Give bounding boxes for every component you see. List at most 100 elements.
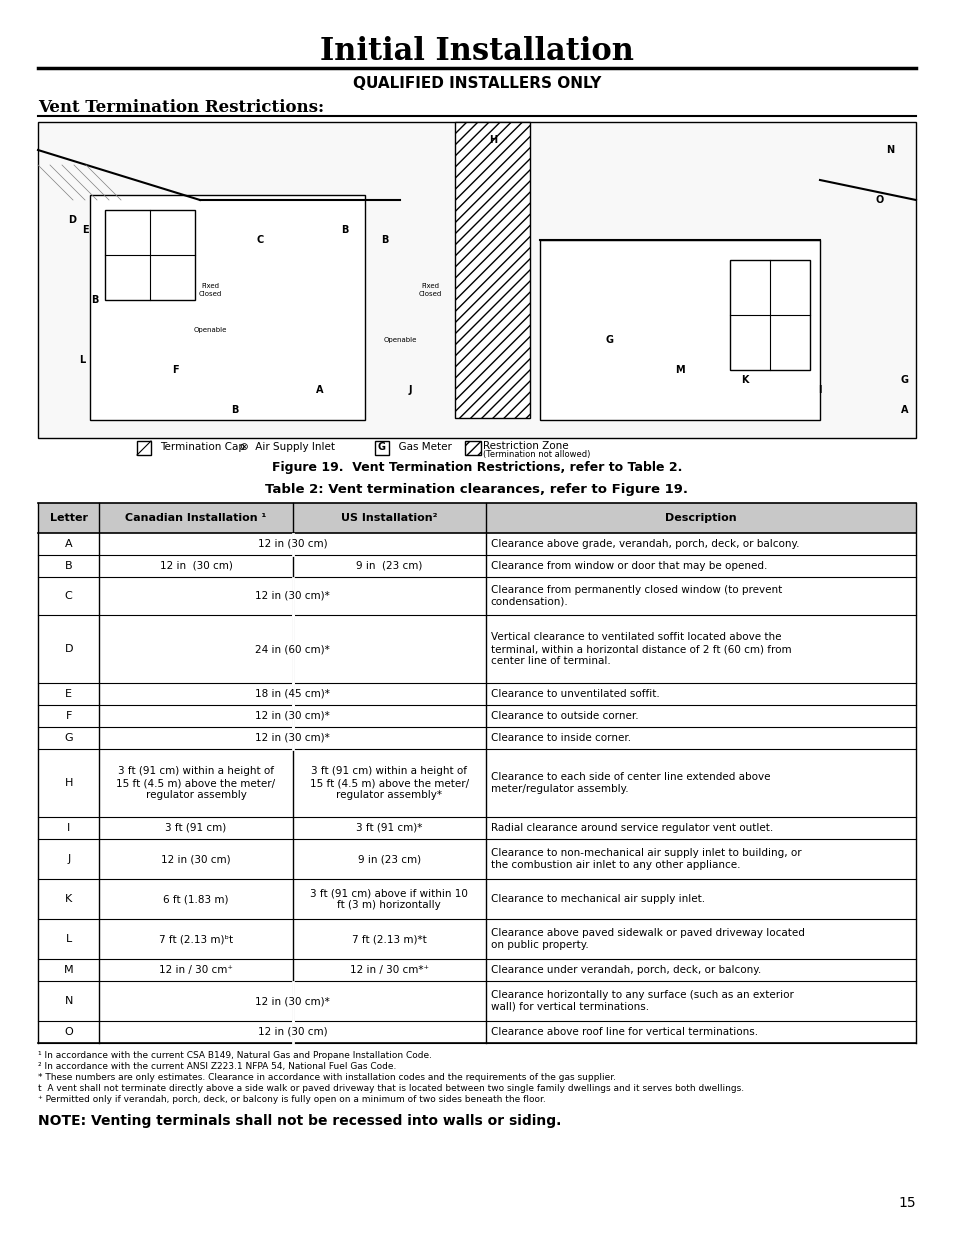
Text: B: B: [381, 235, 388, 245]
Text: 6 ft (1.83 m): 6 ft (1.83 m): [163, 894, 229, 904]
Bar: [38, 818, 915, 839]
Text: A: A: [65, 538, 72, 550]
Text: K: K: [65, 894, 72, 904]
Text: H: H: [65, 778, 72, 788]
Text: E: E: [65, 689, 72, 699]
Text: Restriction Zone: Restriction Zone: [482, 441, 568, 451]
Text: 12 in  (30 cm): 12 in (30 cm): [159, 561, 233, 571]
Bar: [38, 615, 915, 683]
Text: M: M: [675, 366, 684, 375]
Bar: [38, 122, 915, 438]
Bar: [729, 261, 809, 370]
Text: 18 in (45 cm)*: 18 in (45 cm)*: [254, 689, 330, 699]
Bar: [38, 727, 915, 748]
Text: 9 in (23 cm): 9 in (23 cm): [357, 853, 420, 864]
Text: C: C: [256, 235, 263, 245]
Bar: [105, 210, 194, 300]
Bar: [38, 683, 915, 705]
Text: B: B: [341, 225, 349, 235]
Text: 7 ft (2.13 m)*t: 7 ft (2.13 m)*t: [352, 934, 426, 944]
Text: Clearance above roof line for vertical terminations.: Clearance above roof line for vertical t…: [490, 1028, 757, 1037]
Bar: [38, 534, 915, 555]
Bar: [137, 441, 151, 454]
Bar: [38, 577, 915, 615]
Text: A: A: [315, 385, 323, 395]
Text: 7 ft (2.13 m)ᵇt: 7 ft (2.13 m)ᵇt: [159, 934, 233, 944]
Text: H: H: [489, 135, 497, 144]
Text: Description: Description: [664, 513, 736, 522]
Text: Fixed
Closed: Fixed Closed: [198, 284, 221, 296]
Text: 3 ft (91 cm)*: 3 ft (91 cm)*: [355, 823, 422, 832]
Text: N: N: [885, 144, 893, 156]
Text: O: O: [875, 195, 883, 205]
Text: L: L: [66, 934, 71, 944]
Text: Clearance to outside corner.: Clearance to outside corner.: [490, 711, 638, 721]
Text: B: B: [91, 295, 98, 305]
Text: 15: 15: [898, 1195, 915, 1210]
Text: ⁺ Permitted only if verandah, porch, deck, or balcony is fully open on a minimum: ⁺ Permitted only if verandah, porch, dec…: [38, 1095, 545, 1104]
Text: K: K: [740, 375, 748, 385]
Text: G: G: [65, 734, 73, 743]
Text: Clearance to inside corner.: Clearance to inside corner.: [490, 734, 630, 743]
Text: D: D: [68, 215, 76, 225]
Text: Clearance to unventilated soffit.: Clearance to unventilated soffit.: [490, 689, 659, 699]
Text: Fixed
Closed: Fixed Closed: [418, 284, 441, 296]
Text: Canadian Installation ¹: Canadian Installation ¹: [125, 513, 267, 522]
Text: L: L: [79, 354, 85, 366]
Bar: [38, 981, 915, 1021]
Text: I: I: [67, 823, 71, 832]
Text: G: G: [900, 375, 908, 385]
Text: 12 in (30 cm): 12 in (30 cm): [257, 1028, 327, 1037]
Text: Radial clearance around service regulator vent outlet.: Radial clearance around service regulato…: [490, 823, 772, 832]
Text: Letter: Letter: [50, 513, 88, 522]
Text: 3 ft (91 cm) above if within 10
ft (3 m) horizontally: 3 ft (91 cm) above if within 10 ft (3 m)…: [310, 888, 468, 910]
Text: Clearance to each side of center line extended above
meter/regulator assembly.: Clearance to each side of center line ex…: [490, 772, 769, 794]
Text: G: G: [605, 335, 614, 345]
Text: 12 in (30 cm): 12 in (30 cm): [161, 853, 231, 864]
Text: * These numbers are only estimates. Clearance in accordance with installation co: * These numbers are only estimates. Clea…: [38, 1073, 616, 1082]
Text: ⊗  Air Supply Inlet: ⊗ Air Supply Inlet: [240, 442, 335, 452]
Text: Clearance to non-mechanical air supply inlet to building, or
the combustion air : Clearance to non-mechanical air supply i…: [490, 848, 801, 869]
Bar: [38, 555, 915, 577]
Text: F: F: [172, 366, 178, 375]
Bar: [38, 1021, 915, 1044]
Text: (Termination not allowed): (Termination not allowed): [482, 451, 590, 459]
Text: ² In accordance with the current ANSI Z223.1 NFPA 54, National Fuel Gas Code.: ² In accordance with the current ANSI Z2…: [38, 1062, 395, 1071]
Text: 3 ft (91 cm) within a height of
15 ft (4.5 m) above the meter/
regulator assembl: 3 ft (91 cm) within a height of 15 ft (4…: [310, 767, 468, 799]
Text: Vertical clearance to ventilated soffit located above the
terminal, within a hor: Vertical clearance to ventilated soffit …: [490, 632, 791, 666]
Text: t  A vent shall not terminate directly above a side walk or paved driveway that : t A vent shall not terminate directly ab…: [38, 1084, 743, 1093]
Text: E: E: [82, 225, 89, 235]
Text: Figure 19.  Vent Termination Restrictions, refer to Table 2.: Figure 19. Vent Termination Restrictions…: [272, 462, 681, 474]
Text: Termination Cap: Termination Cap: [160, 442, 245, 452]
Text: F: F: [66, 711, 71, 721]
Bar: [38, 919, 915, 960]
Text: 12 in (30 cm): 12 in (30 cm): [257, 538, 327, 550]
Text: N: N: [65, 995, 72, 1007]
Text: Openable: Openable: [383, 337, 416, 343]
Text: 3 ft (91 cm): 3 ft (91 cm): [165, 823, 227, 832]
Text: A: A: [901, 405, 908, 415]
Bar: [38, 879, 915, 919]
Text: 9 in  (23 cm): 9 in (23 cm): [355, 561, 422, 571]
Text: 12 in (30 cm)*: 12 in (30 cm)*: [255, 711, 330, 721]
Text: Vent Termination Restrictions:: Vent Termination Restrictions:: [38, 100, 324, 116]
Text: Clearance horizontally to any surface (such as an exterior
wall) for vertical te: Clearance horizontally to any surface (s…: [490, 990, 793, 1011]
Bar: [539, 240, 820, 420]
Text: J: J: [67, 853, 71, 864]
Text: Gas Meter: Gas Meter: [392, 442, 452, 452]
Text: M: M: [64, 965, 73, 974]
Text: B: B: [231, 405, 238, 415]
Text: US Installation²: US Installation²: [340, 513, 437, 522]
Bar: [38, 705, 915, 727]
Bar: [464, 441, 480, 454]
Text: NOTE: Venting terminals shall not be recessed into walls or siding.: NOTE: Venting terminals shall not be rec…: [38, 1114, 560, 1128]
Text: Clearance from window or door that may be opened.: Clearance from window or door that may b…: [490, 561, 766, 571]
Bar: [90, 195, 365, 420]
Text: Clearance from permanently closed window (to prevent
condensation).: Clearance from permanently closed window…: [490, 585, 781, 606]
Text: Clearance to mechanical air supply inlet.: Clearance to mechanical air supply inlet…: [490, 894, 704, 904]
Text: Clearance above paved sidewalk or paved driveway located
on public property.: Clearance above paved sidewalk or paved …: [490, 929, 803, 950]
Text: C: C: [65, 592, 72, 601]
Text: O: O: [64, 1028, 73, 1037]
Bar: [38, 748, 915, 818]
Text: Clearance above grade, verandah, porch, deck, or balcony.: Clearance above grade, verandah, porch, …: [490, 538, 799, 550]
